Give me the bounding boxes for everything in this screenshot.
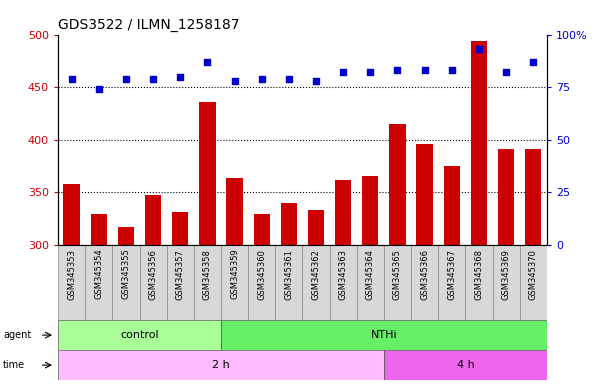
- Bar: [58, 245, 85, 320]
- Text: NTHi: NTHi: [371, 330, 397, 340]
- Point: [230, 78, 240, 84]
- Bar: [85, 245, 112, 320]
- Bar: [308, 210, 324, 245]
- Bar: [221, 320, 547, 350]
- Bar: [139, 245, 167, 320]
- Text: GSM345357: GSM345357: [176, 249, 185, 300]
- Text: GSM345356: GSM345356: [148, 249, 158, 300]
- Bar: [254, 214, 270, 245]
- Point: [420, 67, 430, 73]
- Point: [284, 76, 294, 82]
- Bar: [199, 102, 216, 245]
- Text: GSM345353: GSM345353: [67, 249, 76, 300]
- Bar: [302, 245, 329, 320]
- Point: [338, 70, 348, 76]
- Text: 4 h: 4 h: [456, 360, 474, 370]
- Text: GSM345363: GSM345363: [338, 249, 348, 300]
- Bar: [90, 214, 107, 245]
- Text: GSM345370: GSM345370: [529, 249, 538, 300]
- Bar: [335, 180, 351, 245]
- Bar: [58, 320, 221, 350]
- Bar: [227, 178, 243, 245]
- Bar: [172, 212, 188, 245]
- Text: GSM345367: GSM345367: [447, 249, 456, 300]
- Point: [311, 78, 321, 84]
- Text: control: control: [120, 330, 159, 340]
- Bar: [248, 245, 276, 320]
- Text: GDS3522 / ILMN_1258187: GDS3522 / ILMN_1258187: [58, 18, 240, 32]
- Point: [474, 46, 484, 52]
- Bar: [384, 350, 547, 380]
- Bar: [276, 245, 302, 320]
- Text: GSM345358: GSM345358: [203, 249, 212, 300]
- Point: [94, 86, 104, 92]
- Point: [393, 67, 403, 73]
- Point: [202, 59, 212, 65]
- Bar: [118, 227, 134, 245]
- Text: GSM345368: GSM345368: [475, 249, 483, 300]
- Text: agent: agent: [3, 330, 31, 340]
- Text: 2 h: 2 h: [212, 360, 230, 370]
- Text: GSM345366: GSM345366: [420, 249, 429, 300]
- Bar: [58, 350, 384, 380]
- Bar: [112, 245, 139, 320]
- Point: [257, 76, 266, 82]
- Text: GSM345354: GSM345354: [94, 249, 103, 300]
- Text: GSM345365: GSM345365: [393, 249, 402, 300]
- Bar: [384, 245, 411, 320]
- Point: [175, 74, 185, 80]
- Bar: [362, 175, 378, 245]
- Bar: [145, 195, 161, 245]
- Bar: [498, 149, 514, 245]
- Bar: [492, 245, 520, 320]
- Text: GSM345360: GSM345360: [257, 249, 266, 300]
- Bar: [438, 245, 466, 320]
- Bar: [520, 245, 547, 320]
- Text: GSM345369: GSM345369: [502, 249, 511, 300]
- Bar: [167, 245, 194, 320]
- Bar: [466, 245, 492, 320]
- Point: [121, 76, 131, 82]
- Text: GSM345355: GSM345355: [122, 249, 130, 300]
- Text: GSM345364: GSM345364: [366, 249, 375, 300]
- Point: [501, 70, 511, 76]
- Point: [529, 59, 538, 65]
- Text: GSM345361: GSM345361: [284, 249, 293, 300]
- Point: [447, 67, 456, 73]
- Bar: [525, 149, 541, 245]
- Text: GSM345362: GSM345362: [312, 249, 321, 300]
- Bar: [221, 245, 248, 320]
- Point: [148, 76, 158, 82]
- Bar: [417, 144, 433, 245]
- Bar: [329, 245, 357, 320]
- Point: [67, 76, 76, 82]
- Bar: [471, 41, 487, 245]
- Point: [365, 70, 375, 76]
- Text: GSM345359: GSM345359: [230, 249, 239, 300]
- Bar: [444, 166, 460, 245]
- Bar: [280, 203, 297, 245]
- Bar: [389, 124, 406, 245]
- Bar: [357, 245, 384, 320]
- Text: time: time: [3, 360, 25, 370]
- Bar: [411, 245, 438, 320]
- Bar: [194, 245, 221, 320]
- Bar: [64, 184, 80, 245]
